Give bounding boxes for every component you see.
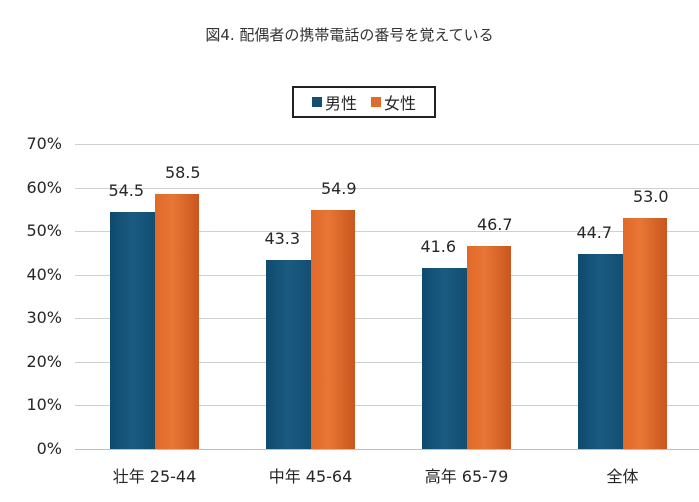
gridline: [75, 405, 699, 406]
bar-female: [466, 245, 511, 449]
data-label: 41.6: [420, 236, 457, 256]
bar-female: [310, 209, 355, 449]
gridline: [75, 275, 699, 276]
legend-label-female: 女性: [384, 94, 417, 113]
gridline: [75, 318, 699, 319]
legend-swatch-female: [371, 97, 381, 107]
y-tick-label: 60%: [26, 178, 62, 197]
data-label: 44.7: [576, 223, 613, 243]
legend-swatch-male: [311, 97, 322, 107]
bar-male: [578, 254, 623, 449]
bar-male: [422, 267, 467, 449]
gridline: [75, 231, 699, 232]
legend-item-female: 女性: [371, 90, 416, 114]
bar-male: [110, 211, 155, 449]
data-label: 58.5: [164, 163, 201, 183]
y-tick-label: 30%: [26, 308, 62, 327]
y-tick-label: 20%: [26, 352, 62, 371]
data-label: 53.0: [632, 187, 669, 207]
legend-label-male: 男性: [324, 94, 357, 113]
y-tick-label: 0%: [36, 439, 62, 458]
gridline: [75, 188, 699, 189]
bar-female: [622, 218, 667, 449]
gridline: [75, 362, 699, 363]
legend-item-male: 男性: [311, 90, 357, 114]
y-tick-label: 50%: [26, 221, 62, 240]
data-label: 46.7: [476, 214, 513, 234]
data-label: 54.5: [108, 180, 145, 200]
y-tick-label: 70%: [26, 134, 62, 153]
y-tick-label: 10%: [26, 395, 62, 414]
data-label: 43.3: [264, 229, 301, 249]
y-tick-label: 40%: [26, 265, 62, 284]
data-label: 54.9: [320, 178, 357, 198]
x-category-label: 壮年 25-44: [112, 467, 197, 486]
x-category-label: 中年 45-64: [268, 467, 353, 486]
x-axis-line: [75, 449, 699, 450]
x-category-label: 高年 65-79: [424, 467, 509, 486]
bar-male: [266, 260, 311, 449]
gridline: [75, 144, 699, 145]
x-category-label: 全体: [606, 467, 639, 486]
legend: 男性 女性: [292, 86, 436, 118]
chart-title: 図4. 配偶者の携帯電話の番号を覚えている: [205, 26, 494, 44]
bar-female: [154, 194, 199, 449]
